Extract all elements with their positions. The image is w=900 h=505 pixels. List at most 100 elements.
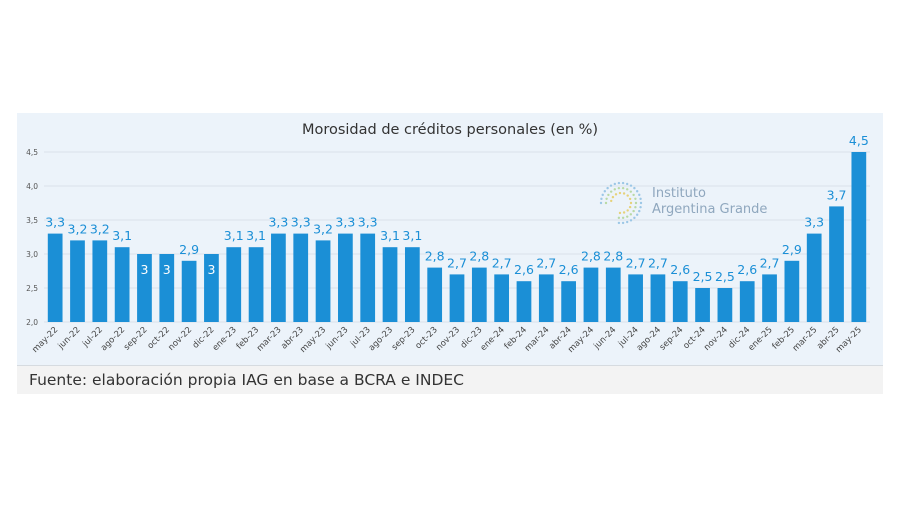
bar: [449, 274, 465, 322]
x-tick-label: jun-24: [591, 325, 618, 352]
x-tick-label: jun-23: [324, 325, 351, 352]
x-tick-label: sep-24: [658, 325, 686, 353]
bar: [561, 281, 576, 322]
data-label: 2,7: [447, 255, 467, 270]
x-tick-label: may-22: [30, 325, 60, 355]
bar: [494, 274, 510, 322]
y-tick-label: 4,5: [26, 148, 38, 157]
bar: [404, 247, 420, 322]
logo-line-2: Argentina Grande: [652, 202, 768, 217]
data-label: 3,2: [68, 221, 88, 236]
data-label: 2,9: [179, 242, 199, 257]
x-tick-label: mar-23: [255, 325, 284, 354]
bar: [360, 233, 376, 322]
data-label: 2,8: [581, 249, 601, 264]
source-note: Fuente: elaboración propia IAG en base a…: [29, 371, 464, 389]
x-tick-label: ago-24: [635, 325, 663, 353]
data-label: 2,7: [492, 255, 512, 270]
x-tick-label: ago-23: [367, 325, 395, 353]
x-tick-label: nov-22: [166, 325, 194, 353]
x-tick-label: ene-25: [747, 325, 775, 353]
bar: [338, 233, 353, 322]
data-label: 3,3: [45, 215, 65, 230]
bar: [204, 254, 219, 322]
data-label: 2,6: [737, 262, 757, 277]
y-tick-label: 2,0: [26, 318, 38, 327]
bar: [829, 206, 844, 322]
data-label: 3,1: [402, 228, 422, 243]
bar: [695, 288, 710, 322]
data-label: 3,3: [804, 215, 824, 230]
bar: [672, 281, 688, 322]
bar: [293, 233, 309, 322]
data-label: 2,6: [514, 262, 534, 277]
x-tick-label: ene-24: [479, 325, 507, 353]
y-tick-label: 2,5: [26, 284, 38, 293]
institute-logo: Instituto Argentina Grande: [598, 180, 778, 228]
bar: [605, 267, 621, 322]
bar: [739, 281, 755, 322]
bar: [650, 274, 666, 322]
x-tick-label: nov-23: [434, 325, 462, 353]
bar: [114, 247, 130, 322]
bar: [271, 233, 286, 322]
data-label: 3,2: [90, 221, 110, 236]
chart-title: Morosidad de créditos personales (en %): [302, 122, 598, 138]
bar: [92, 240, 108, 322]
bar: [137, 254, 152, 322]
data-label: 3: [163, 262, 171, 277]
data-label: 3: [140, 262, 148, 277]
bar: [181, 260, 197, 322]
data-label: 3,3: [335, 215, 355, 230]
data-label: 3,1: [246, 228, 266, 243]
bar: [248, 247, 264, 322]
data-label: 3,3: [358, 215, 378, 230]
y-tick-label: 3,5: [26, 216, 38, 225]
data-label: 3,3: [291, 215, 311, 230]
data-label: 2,8: [425, 249, 445, 264]
chart-panel: [17, 113, 883, 365]
x-tick-label: nov-24: [702, 325, 730, 353]
data-label: 2,7: [626, 255, 646, 270]
source-bar: Fuente: elaboración propia IAG en base a…: [17, 365, 883, 394]
data-label: 3,1: [380, 228, 400, 243]
bar: [471, 267, 487, 322]
data-label: 2,7: [760, 255, 780, 270]
x-tick-label: sep-23: [390, 325, 418, 353]
bar: [382, 247, 398, 322]
bar: [159, 254, 175, 322]
data-label: 4,5: [849, 133, 869, 148]
x-tick-label: ene-23: [211, 325, 239, 353]
bar: [628, 274, 643, 322]
bar: [717, 288, 733, 322]
bar: [806, 233, 822, 322]
bar: [583, 267, 599, 322]
data-label: 2,9: [782, 242, 802, 257]
bar: [784, 260, 800, 322]
x-tick-label: sep-22: [122, 325, 150, 353]
bar: [538, 274, 554, 322]
x-tick-label: ago-22: [99, 325, 127, 353]
data-label: 2,5: [715, 269, 735, 284]
data-label: 2,8: [469, 249, 489, 264]
data-label: 2,7: [648, 255, 668, 270]
bar: [226, 247, 242, 322]
data-label: 2,6: [559, 262, 579, 277]
data-label: 3,3: [268, 215, 288, 230]
bar: [47, 233, 63, 322]
data-label: 3: [207, 262, 215, 277]
x-tick-label: mar-25: [791, 325, 820, 354]
data-label: 2,6: [670, 262, 690, 277]
bar: [315, 240, 331, 322]
bar: [516, 281, 532, 322]
bar: [851, 152, 867, 322]
data-label: 2,7: [536, 255, 556, 270]
bar: [70, 240, 85, 322]
data-label: 3,1: [224, 228, 244, 243]
logo-line-1: Instituto: [652, 186, 706, 201]
data-label: 3,7: [827, 187, 847, 202]
data-label: 2,5: [693, 269, 713, 284]
bar: [427, 267, 443, 322]
data-label: 3,2: [313, 221, 333, 236]
y-tick-label: 3,0: [26, 250, 38, 259]
